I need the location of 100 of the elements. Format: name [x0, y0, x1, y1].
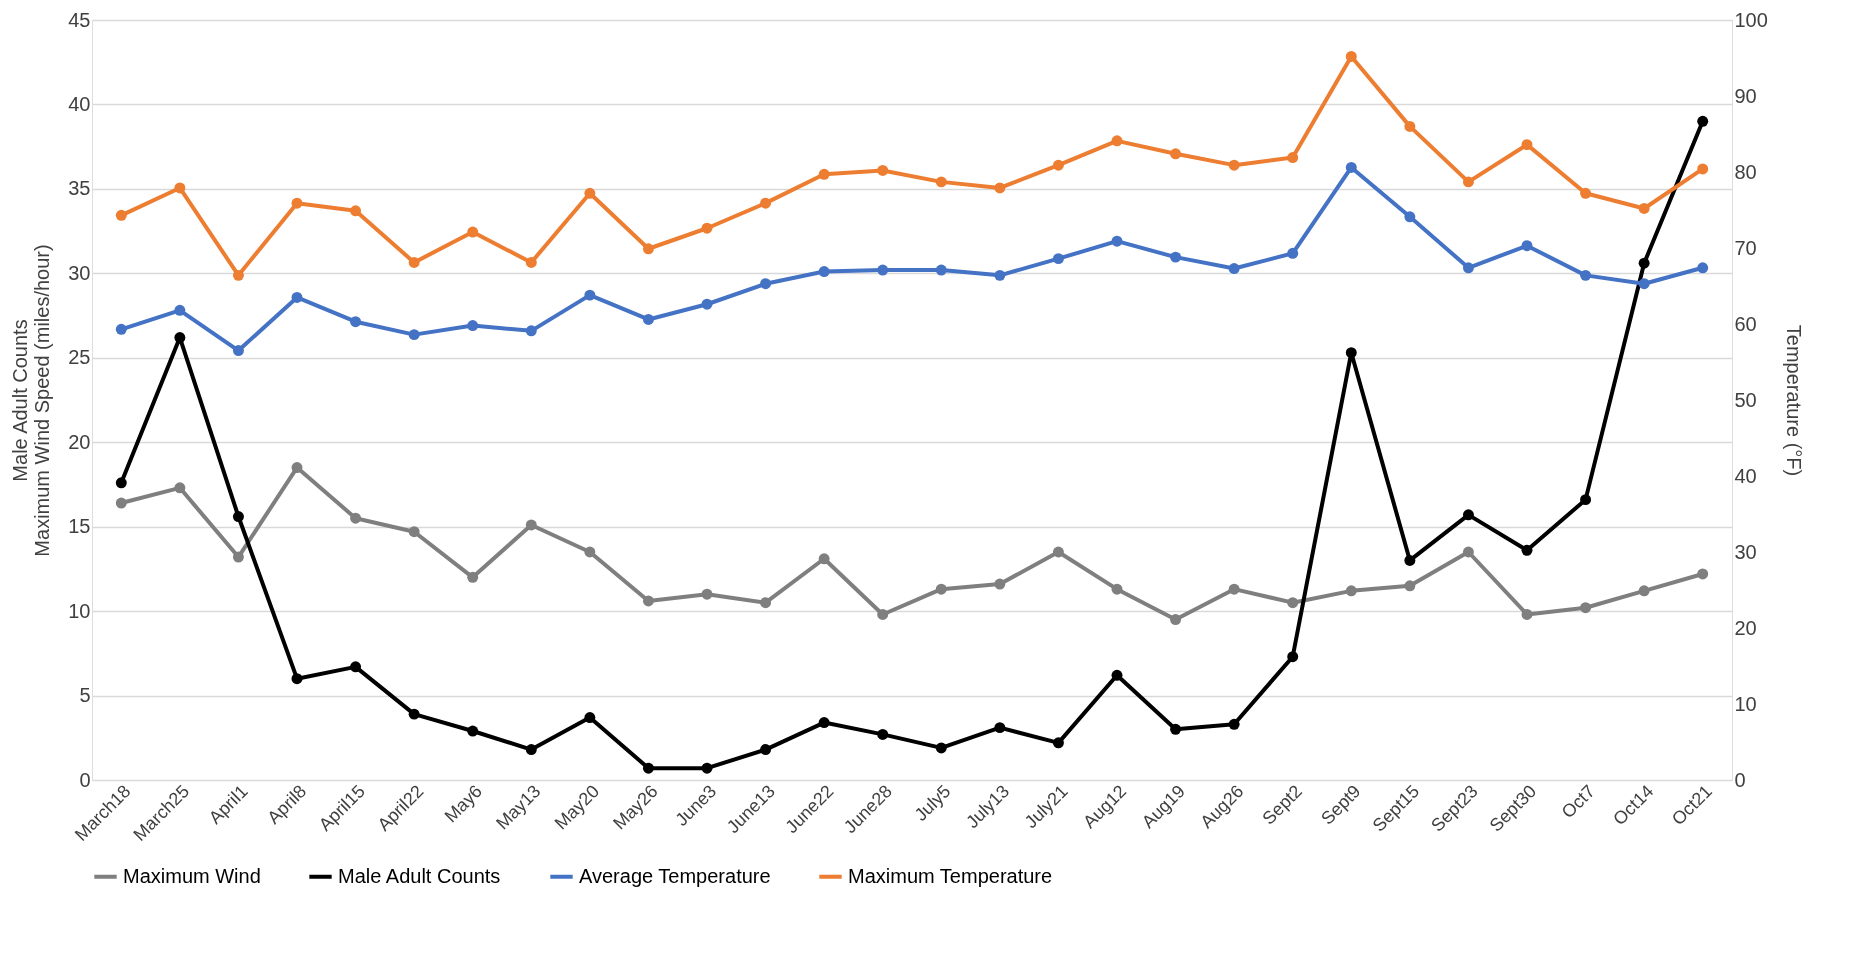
point — [1287, 247, 1299, 259]
point — [584, 546, 596, 558]
point — [291, 462, 303, 474]
point — [467, 320, 479, 331]
legend-label: Maximum Wind — [123, 864, 261, 887]
point — [935, 583, 947, 595]
point — [1462, 176, 1474, 188]
legend-label: Male Adult Counts — [338, 864, 501, 887]
point — [935, 742, 947, 754]
y2-tick-label: 60 — [1734, 312, 1757, 335]
point — [935, 176, 947, 188]
point — [291, 291, 303, 303]
point — [584, 289, 596, 301]
y2-tick-label: 40 — [1734, 464, 1757, 487]
point — [1462, 546, 1474, 558]
y2-tick-label: 10 — [1734, 692, 1757, 715]
point — [1580, 187, 1592, 199]
point — [877, 264, 889, 276]
point — [1228, 263, 1240, 274]
point — [350, 205, 362, 217]
point — [232, 345, 244, 357]
point — [1287, 597, 1299, 609]
point — [1580, 602, 1592, 614]
point — [818, 168, 830, 180]
point — [818, 553, 830, 565]
point — [877, 728, 889, 740]
point — [1404, 120, 1416, 132]
point — [760, 744, 772, 756]
point — [994, 269, 1006, 281]
point — [525, 519, 537, 531]
point — [1170, 148, 1182, 160]
point — [291, 197, 303, 209]
point — [1052, 253, 1064, 265]
point — [760, 278, 772, 290]
y2-axis-title: Temperature (°F) — [1782, 324, 1805, 477]
point — [1697, 115, 1709, 127]
point — [467, 226, 479, 238]
point — [1170, 723, 1182, 735]
point — [1345, 161, 1357, 173]
point — [350, 512, 362, 524]
point — [1580, 494, 1592, 506]
point — [760, 597, 772, 609]
point — [1345, 51, 1357, 62]
point — [1228, 583, 1240, 595]
point — [350, 316, 362, 328]
legend-label: Maximum Temperature — [848, 864, 1053, 887]
y-tick-label: 20 — [68, 430, 91, 453]
point — [1404, 580, 1416, 592]
point — [525, 744, 537, 756]
y-tick-label: 15 — [68, 515, 91, 538]
point — [525, 325, 537, 337]
point — [1052, 737, 1064, 749]
point — [525, 256, 537, 268]
point — [1697, 163, 1709, 175]
point — [467, 725, 479, 737]
point — [1697, 262, 1709, 274]
point — [115, 497, 127, 509]
point — [1170, 251, 1182, 263]
y-tick-label: 30 — [68, 261, 91, 284]
point — [467, 571, 479, 583]
point — [1345, 347, 1357, 359]
y-tick-label: 40 — [68, 92, 91, 115]
point — [1111, 235, 1123, 247]
point — [1521, 240, 1533, 252]
y-tick-label: 25 — [68, 346, 91, 369]
point — [994, 182, 1006, 194]
y-tick-label: 5 — [79, 684, 91, 707]
point — [115, 323, 127, 335]
point — [1111, 135, 1123, 147]
point — [994, 722, 1006, 734]
point — [1697, 568, 1709, 580]
point — [701, 222, 713, 234]
point — [408, 708, 420, 720]
point — [1404, 211, 1416, 223]
y-axis-title: Male Adult Counts Maximum Wind Speed (miles/hour) — [9, 244, 54, 557]
y2-tick-label: 90 — [1734, 84, 1757, 107]
point — [232, 551, 244, 563]
point — [1580, 269, 1592, 281]
point — [642, 595, 654, 607]
point — [174, 182, 186, 194]
point — [877, 609, 889, 620]
point — [1111, 669, 1123, 681]
point — [408, 329, 420, 341]
point — [1345, 585, 1357, 597]
point — [1462, 509, 1474, 521]
point — [174, 332, 186, 343]
y2-tick-label: 30 — [1734, 540, 1757, 563]
point — [1521, 139, 1533, 151]
point — [701, 762, 713, 774]
point — [818, 266, 830, 278]
point — [232, 269, 244, 281]
y2-tick-label: 100 — [1734, 8, 1768, 31]
point — [1521, 609, 1533, 620]
point — [232, 511, 244, 522]
y-tick-label: 0 — [79, 768, 91, 791]
y2-tick-label: 0 — [1734, 768, 1746, 791]
point — [584, 712, 596, 723]
y-tick-label: 10 — [68, 599, 91, 622]
point — [1287, 152, 1299, 164]
point — [1462, 262, 1474, 274]
